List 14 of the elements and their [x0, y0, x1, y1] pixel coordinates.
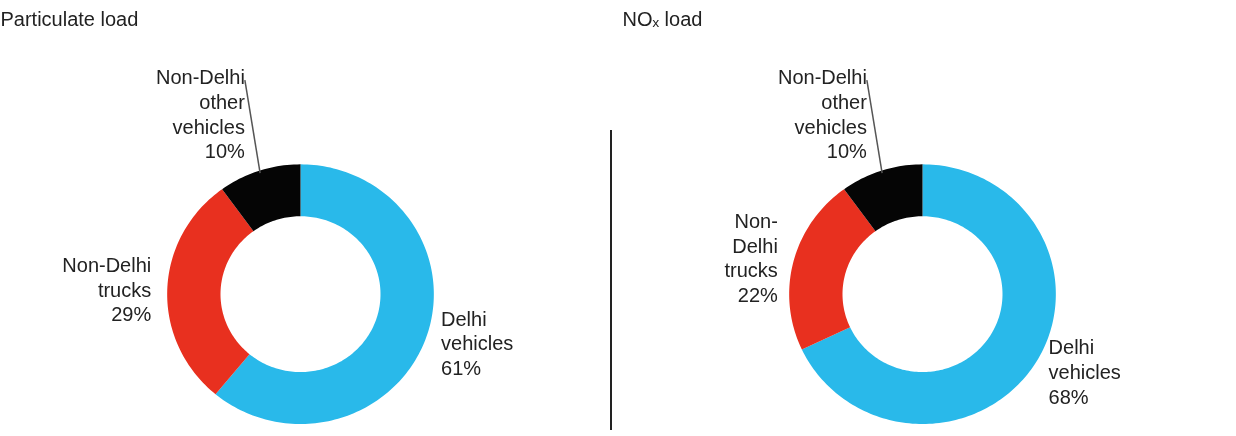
chart-title: NOₓ load — [622, 7, 703, 30]
slice-label: Delhi vehicles — [441, 307, 514, 355]
data-label: 68% — [1048, 385, 1089, 408]
data-label: 29% — [111, 303, 152, 326]
slice-label: Non-Delhi trucks — [62, 253, 152, 301]
slice-label: Delhi vehicles — [1048, 336, 1121, 384]
data-label: 22% — [737, 284, 779, 307]
slice-label: Non-Delhi other vehicles — [155, 66, 246, 138]
slice-label: Non- Delhi trucks — [724, 210, 778, 282]
slice-label: Non-Delhi other vehicles — [777, 66, 868, 138]
data-label: 10% — [826, 140, 868, 163]
data-label: 10% — [204, 140, 246, 163]
data-label: 61% — [441, 357, 482, 380]
chart-title: Particulate load — [0, 7, 139, 30]
